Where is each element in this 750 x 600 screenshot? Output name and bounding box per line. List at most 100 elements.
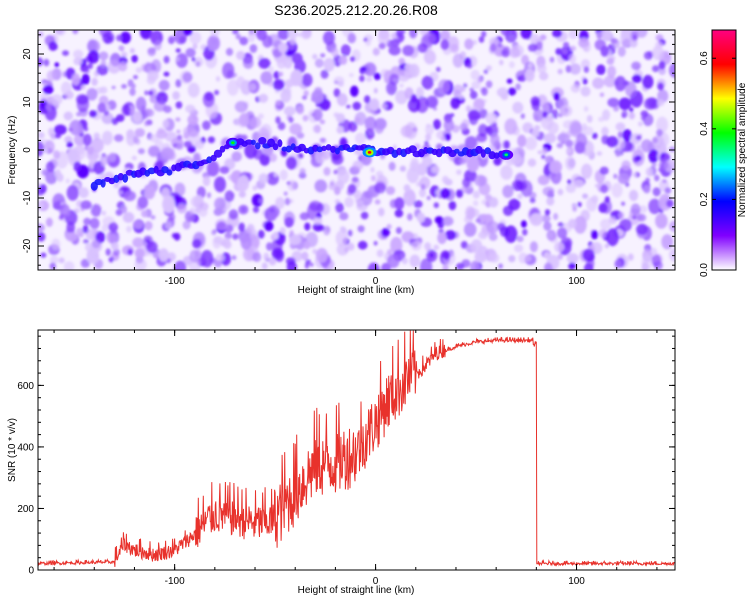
heatmap-cell (404, 196, 409, 201)
heatmap-cell (497, 43, 503, 48)
heatmap-cell (200, 250, 214, 268)
heatmap-cell (606, 136, 619, 148)
heatmap-cell (53, 150, 61, 160)
x-tick-label: 0 (373, 576, 379, 587)
heatmap-cell (85, 243, 93, 252)
heatmap-cell (563, 41, 570, 48)
heatmap-cell (389, 199, 398, 209)
heatmap-cell (591, 195, 599, 204)
heatmap-cell (231, 151, 242, 162)
heatmap-cell (122, 212, 135, 223)
heatmap-cell (409, 254, 421, 268)
heatmap-cell (489, 197, 499, 208)
heatmap-cell (73, 161, 82, 172)
heatmap-cell (402, 45, 415, 57)
heatmap-cell (374, 182, 387, 194)
heatmap-cell (615, 122, 626, 131)
heatmap-cell (520, 113, 525, 119)
heatmap-cell (340, 44, 351, 57)
heatmap-cell (92, 240, 101, 249)
heatmap-cell (557, 227, 568, 239)
heatmap-cell (561, 48, 568, 55)
heatmap-cell (321, 262, 329, 269)
heatmap-cell (256, 30, 267, 41)
heatmap-cell (531, 128, 540, 137)
heatmap-cell (171, 232, 177, 239)
heatmap-cell (503, 46, 510, 52)
heatmap-cell (132, 111, 143, 124)
heatmap-cell (129, 48, 135, 54)
signal-cell (285, 145, 292, 153)
heatmap-cell (300, 30, 312, 40)
heatmap-cell (471, 81, 481, 89)
heatmap-cell (289, 37, 297, 45)
heatmap-cell (213, 208, 223, 216)
heatmap-cell (554, 241, 565, 253)
x-tick-label: 100 (568, 276, 585, 287)
heatmap-cell (259, 153, 270, 166)
heatmap-cell (251, 193, 263, 207)
heatmap-cell (395, 30, 404, 38)
heatmap-cell (183, 30, 193, 36)
heatmap-cell (131, 54, 138, 63)
heatmap-cell (487, 127, 493, 135)
heatmap-cell (115, 209, 123, 216)
heatmap-cell (566, 148, 572, 154)
heatmap-cell (636, 145, 642, 150)
heatmap-cell (302, 115, 309, 122)
heatmap-cell (467, 63, 473, 69)
heatmap-cell (443, 251, 450, 261)
heatmap-cell (636, 223, 648, 235)
signal-cell (334, 147, 340, 155)
x-tick-label: 0 (373, 276, 379, 287)
heatmap-cell (111, 85, 116, 90)
heatmap-cell (410, 94, 418, 103)
heatmap-cell (134, 258, 147, 270)
heatmap-cell (512, 101, 524, 114)
heatmap-cell (120, 31, 131, 44)
heatmap-cell (289, 234, 302, 246)
signal-cell (321, 145, 327, 151)
heatmap-cell (600, 184, 609, 194)
heatmap-cell (601, 199, 612, 214)
heatmap-cell (319, 119, 326, 125)
heatmap-cell (48, 41, 58, 51)
heatmap-cell (95, 231, 106, 244)
heatmap-cell (607, 65, 617, 79)
y-tick-label: 0 (28, 566, 34, 577)
heatmap-cell (191, 57, 196, 62)
heatmap-cell (339, 226, 346, 232)
heatmap-cell (63, 261, 75, 270)
heatmap-cell (105, 104, 110, 111)
heatmap-cell (333, 54, 342, 67)
heatmap-cell (622, 129, 632, 142)
heatmap-cell (551, 109, 559, 119)
signal-cell (277, 139, 283, 148)
heatmap-cell (657, 99, 665, 107)
heatmap-cell (599, 92, 605, 98)
heatmap-cell (374, 118, 387, 130)
heatmap-cell (80, 200, 92, 210)
heatmap-cell (219, 166, 230, 174)
y-tick-label: 10 (22, 96, 33, 108)
heatmap-cell (438, 79, 451, 94)
heatmap-cell (470, 239, 483, 254)
heatmap-cell (390, 38, 400, 48)
heatmap-cell (629, 189, 639, 202)
heatmap-cell (646, 97, 658, 109)
heatmap-cell (440, 188, 451, 199)
heatmap-cell (80, 84, 86, 90)
heatmap-cell (381, 103, 387, 110)
heatmap-cell (344, 196, 354, 208)
heatmap-cell (642, 113, 654, 127)
heatmap-cell (478, 231, 488, 240)
heatmap-cell (614, 75, 627, 92)
heatmap-cell (360, 211, 369, 220)
heatmap-cell (39, 184, 47, 194)
heatmap-cell (544, 262, 553, 270)
heatmap-cell (83, 217, 91, 226)
heatmap-cell (86, 88, 98, 101)
heatmap-cell (373, 87, 378, 94)
heatmap-cell (565, 183, 576, 193)
heatmap-cell (431, 166, 440, 173)
